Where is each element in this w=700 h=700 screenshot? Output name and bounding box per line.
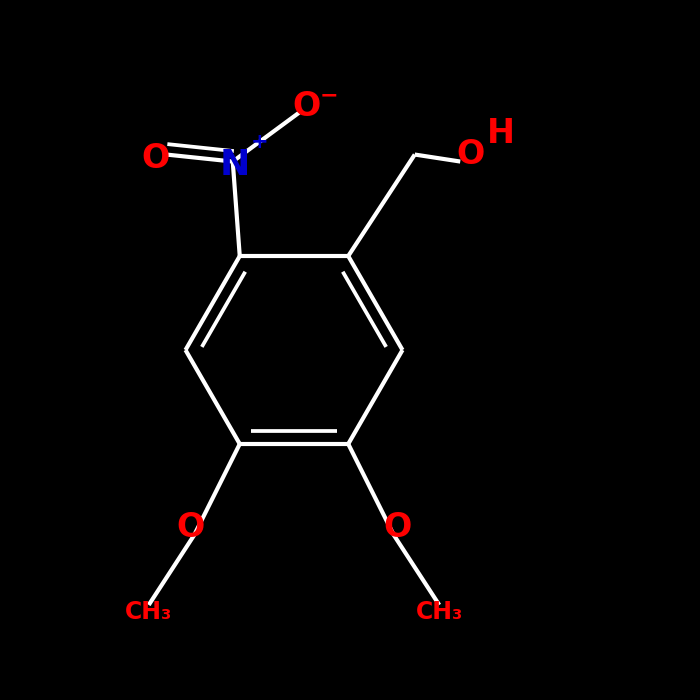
Text: O: O [176, 512, 205, 545]
Text: −: − [319, 85, 338, 105]
Text: N: N [220, 148, 250, 182]
Text: +: + [251, 132, 268, 152]
Text: O: O [141, 141, 170, 174]
Text: CH₃: CH₃ [416, 600, 463, 624]
Text: O: O [383, 512, 412, 545]
Text: O: O [292, 90, 321, 123]
Text: CH₃: CH₃ [125, 600, 172, 624]
Text: H: H [487, 117, 515, 150]
Text: O: O [456, 138, 485, 171]
